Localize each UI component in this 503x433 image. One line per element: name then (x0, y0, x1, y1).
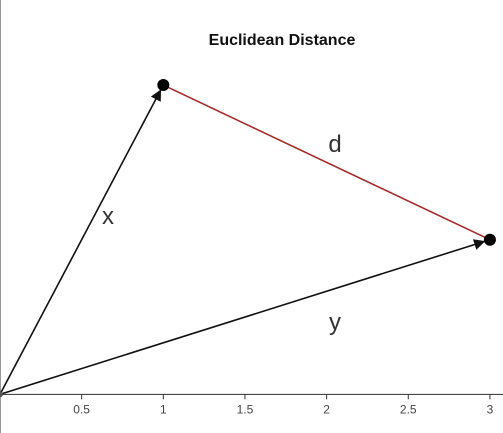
distance-d-label: d (328, 131, 341, 158)
vector-x-arrow (0, 89, 162, 395)
vector-y-label: y (329, 309, 341, 336)
x-tick-label: 2 (323, 402, 330, 416)
x-tick-label: 1.5 (237, 402, 254, 416)
data-point (483, 233, 496, 246)
vector-y-arrow (0, 239, 486, 396)
x-tick-label: 1 (160, 402, 167, 416)
point-group (0, 79, 496, 398)
x-tick-label: 3 (487, 402, 494, 416)
distance-segment-d (162, 84, 491, 241)
data-point (157, 79, 170, 92)
distance-segment-group (162, 84, 491, 241)
origin-point (0, 391, 3, 398)
x-tick-label: 2.5 (400, 402, 417, 416)
x-tick-group: 0.5 1 1.5 2 2.5 3 (73, 394, 494, 416)
vector-x-label: x (102, 203, 114, 230)
x-tick-label: 0.5 (73, 402, 90, 416)
chart-title: Euclidean Distance (209, 32, 356, 49)
vector-group (0, 89, 486, 396)
